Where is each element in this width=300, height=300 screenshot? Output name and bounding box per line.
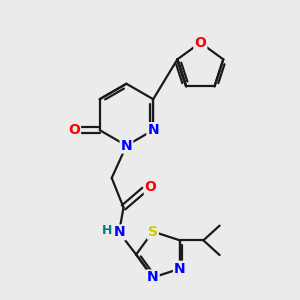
Text: S: S bbox=[148, 225, 158, 238]
Text: H: H bbox=[101, 224, 112, 238]
Text: N: N bbox=[147, 271, 159, 284]
Text: N: N bbox=[147, 123, 159, 137]
Text: N: N bbox=[121, 139, 132, 153]
Text: N: N bbox=[113, 225, 125, 239]
Text: N: N bbox=[174, 262, 186, 276]
Text: O: O bbox=[68, 123, 80, 137]
Text: O: O bbox=[194, 36, 206, 50]
Text: O: O bbox=[145, 180, 157, 194]
